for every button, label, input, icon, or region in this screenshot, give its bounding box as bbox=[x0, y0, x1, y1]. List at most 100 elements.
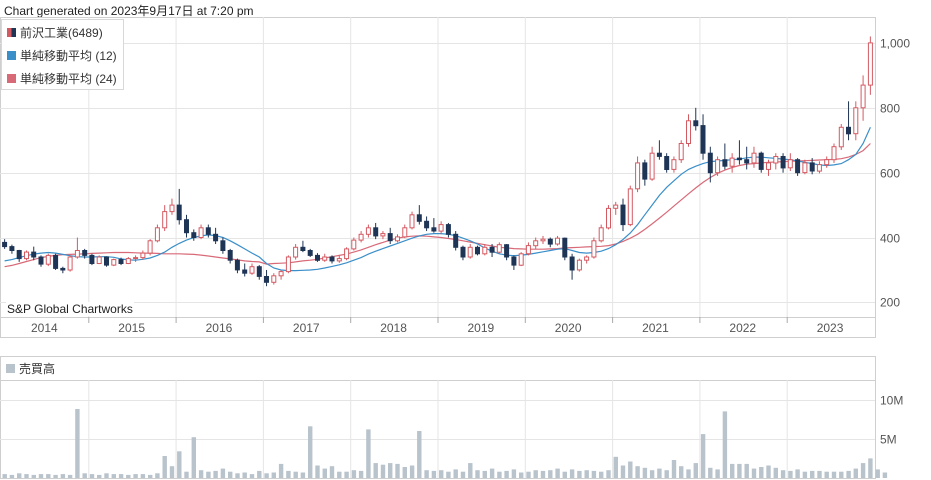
volume-bar bbox=[118, 474, 124, 478]
volume-bar bbox=[475, 470, 480, 478]
candle-up bbox=[140, 252, 146, 259]
volume-bar bbox=[628, 461, 633, 478]
volume-bar bbox=[613, 456, 618, 478]
volume-bar bbox=[104, 473, 109, 478]
candle-down bbox=[104, 256, 109, 266]
candle-down bbox=[387, 233, 393, 242]
year-tick-label: 2014 bbox=[31, 321, 58, 335]
volume-bar bbox=[453, 469, 458, 478]
volume-bar bbox=[82, 473, 87, 478]
candle-down bbox=[227, 250, 233, 261]
chart-credit: S&P Global Chartworks bbox=[6, 302, 134, 316]
volume-bar bbox=[657, 468, 662, 478]
candle-down bbox=[664, 156, 670, 170]
candle-up bbox=[496, 244, 502, 253]
volume-bar bbox=[409, 465, 415, 478]
volume-bar bbox=[795, 469, 800, 478]
volume-bar bbox=[519, 472, 524, 478]
volume-bar bbox=[759, 467, 764, 478]
volume-bar bbox=[402, 467, 407, 478]
volume-bar bbox=[766, 465, 771, 478]
candle-up bbox=[147, 240, 153, 254]
volume-bar bbox=[126, 474, 131, 478]
candle-up bbox=[766, 162, 771, 170]
candle-up bbox=[824, 159, 830, 166]
candle-up bbox=[380, 233, 386, 237]
volume-legend-label: 売買高 bbox=[19, 362, 56, 376]
volume-bar bbox=[555, 468, 560, 478]
candle-down bbox=[2, 241, 8, 248]
candle-down bbox=[722, 159, 728, 167]
legend-item-ma24: 単純移動平均 (24) bbox=[7, 70, 117, 87]
volume-bar bbox=[213, 470, 218, 478]
candle-up bbox=[576, 259, 582, 271]
candle-down bbox=[642, 162, 648, 180]
candle-down bbox=[82, 250, 88, 256]
ma12-swatch-icon bbox=[7, 51, 16, 60]
legend-label-ma12: 単純移動平均 (12) bbox=[20, 49, 117, 63]
volume-bar bbox=[46, 474, 51, 478]
candle-up bbox=[438, 224, 444, 232]
candle-down bbox=[242, 269, 248, 274]
volume-legend: 売買高 bbox=[6, 360, 55, 377]
volume-bar bbox=[53, 474, 58, 478]
volume-bar bbox=[249, 474, 255, 478]
candle-up bbox=[96, 256, 102, 264]
year-tick-label: 2018 bbox=[380, 321, 407, 335]
candle-down bbox=[31, 251, 37, 258]
volume-bar bbox=[439, 470, 444, 478]
candle-up bbox=[293, 246, 299, 258]
candle-up bbox=[278, 271, 284, 277]
candle-up bbox=[351, 239, 357, 250]
candle-down bbox=[176, 204, 182, 221]
volume-bar bbox=[460, 471, 466, 478]
volume-bar bbox=[744, 463, 749, 478]
price-tick-label: 1,000 bbox=[880, 37, 910, 51]
candle-down bbox=[504, 244, 510, 258]
candle-down bbox=[489, 246, 495, 253]
candle-down bbox=[700, 125, 706, 154]
volume-bar bbox=[17, 473, 22, 478]
volume-bar bbox=[38, 474, 44, 478]
volume-bar bbox=[584, 470, 589, 478]
volume-bar bbox=[257, 470, 262, 478]
volume-bar bbox=[606, 470, 611, 478]
candle-up bbox=[45, 254, 51, 265]
candle-down bbox=[511, 256, 517, 266]
volume-bar bbox=[198, 470, 204, 478]
candle-up bbox=[198, 227, 204, 239]
volume-bar bbox=[293, 471, 298, 478]
candle-up bbox=[482, 246, 488, 255]
candle-down bbox=[329, 256, 335, 262]
candle-up bbox=[533, 240, 539, 247]
volume-bar bbox=[271, 472, 276, 478]
candle-up bbox=[525, 245, 531, 255]
volume-bar bbox=[533, 470, 538, 478]
volume-bar bbox=[577, 470, 582, 478]
candle-up bbox=[540, 238, 546, 242]
candle-up bbox=[831, 146, 837, 161]
candle-down bbox=[846, 126, 851, 135]
volume-bar bbox=[686, 469, 691, 478]
candle-down bbox=[234, 259, 240, 271]
candle-up bbox=[635, 162, 641, 190]
year-tick-label: 2023 bbox=[817, 321, 844, 335]
volume-bar bbox=[337, 471, 342, 478]
candle-down bbox=[693, 120, 699, 127]
volume-bar bbox=[344, 471, 349, 478]
candle-up bbox=[686, 120, 691, 145]
candle-up bbox=[671, 159, 677, 170]
volume-bar bbox=[599, 471, 604, 478]
volume-bar bbox=[664, 470, 669, 478]
candle-down bbox=[220, 240, 226, 252]
volume-bar bbox=[388, 463, 393, 478]
volume-bar bbox=[751, 468, 757, 478]
volume-bar bbox=[2, 474, 7, 478]
year-tick-label: 2020 bbox=[555, 321, 582, 335]
candle-down bbox=[300, 246, 306, 252]
volume-bar bbox=[264, 473, 269, 478]
legend-label-ma24: 単純移動平均 (24) bbox=[20, 72, 117, 86]
price-tick-label: 400 bbox=[880, 232, 900, 246]
volume-bar bbox=[373, 463, 378, 478]
volume-bar bbox=[308, 426, 313, 478]
